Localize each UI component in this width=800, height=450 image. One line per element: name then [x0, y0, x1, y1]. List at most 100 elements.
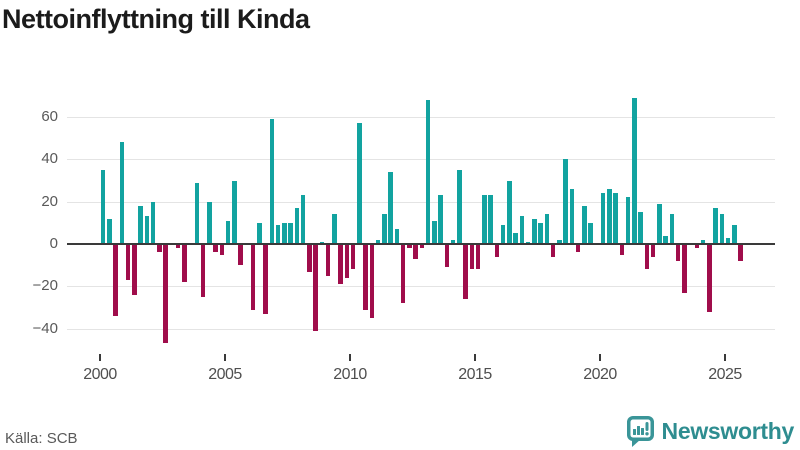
bar	[219, 244, 224, 255]
bar	[225, 220, 231, 244]
bar	[125, 244, 131, 280]
bar	[694, 244, 699, 249]
bar	[563, 159, 568, 244]
bar	[538, 222, 543, 244]
newsworthy-logo: Newsworthy	[626, 414, 794, 448]
bar	[132, 244, 137, 295]
bar	[400, 244, 406, 304]
bar	[288, 222, 293, 244]
y-axis-tick-label: −20	[32, 277, 58, 295]
bar	[394, 229, 399, 244]
bar	[657, 203, 662, 244]
source-label: Källa: SCB	[5, 430, 78, 447]
y-axis-tick-label: 0	[49, 235, 58, 252]
bar	[388, 172, 393, 244]
gridline	[67, 201, 775, 203]
bar	[557, 239, 562, 244]
y-axis-tick-label: −40	[32, 319, 58, 337]
bar	[519, 216, 524, 244]
bar	[582, 205, 587, 244]
bar	[150, 201, 156, 244]
bar	[725, 237, 731, 244]
bar	[313, 244, 318, 331]
zero-axis-line	[67, 243, 775, 245]
bar	[194, 182, 199, 244]
bar	[269, 119, 274, 244]
bar	[613, 193, 618, 244]
bar	[119, 142, 124, 244]
bar	[419, 244, 424, 249]
x-axis-tick	[224, 354, 226, 361]
bar	[663, 235, 668, 244]
y-axis-tick-label: 60	[41, 108, 58, 125]
x-axis-tick-label: 2015	[458, 366, 492, 383]
x-axis-tick-label: 2025	[708, 366, 742, 383]
gridline	[67, 286, 775, 288]
bar	[575, 244, 581, 253]
bar	[113, 244, 118, 316]
bar	[144, 216, 149, 244]
bar	[275, 224, 281, 244]
bar	[338, 244, 343, 285]
bar	[369, 244, 374, 319]
gridline	[67, 159, 775, 161]
newsworthy-wordmark: Newsworthy	[661, 417, 795, 444]
bar	[457, 169, 462, 244]
bar	[532, 218, 537, 244]
bar	[350, 244, 356, 270]
bar	[607, 188, 612, 244]
bar	[375, 239, 381, 244]
x-axis-tick	[99, 354, 101, 361]
gridline	[67, 117, 775, 118]
bar	[319, 241, 324, 244]
bar	[700, 239, 706, 244]
x-axis-tick-label: 2020	[583, 366, 617, 383]
bar	[632, 97, 637, 244]
bar	[713, 208, 718, 244]
bar	[413, 244, 418, 259]
bar	[525, 241, 531, 244]
x-axis-tick-label: 2010	[333, 366, 367, 383]
bar	[494, 244, 499, 257]
bar	[507, 180, 512, 244]
bar	[550, 244, 556, 257]
bar	[475, 244, 481, 270]
bar	[682, 244, 687, 293]
bar	[357, 123, 362, 244]
bar	[600, 193, 606, 244]
bar	[444, 244, 449, 268]
bar	[232, 180, 237, 244]
bar	[407, 244, 412, 249]
bar	[482, 195, 487, 244]
bar	[213, 244, 218, 253]
bar	[469, 244, 474, 270]
bar	[344, 244, 349, 278]
bar	[107, 218, 112, 244]
bar	[463, 244, 468, 300]
bar	[250, 244, 256, 310]
bar	[382, 214, 387, 244]
bar	[263, 244, 268, 314]
bar	[425, 100, 431, 244]
bar	[294, 208, 299, 244]
bar	[669, 214, 674, 244]
bar	[625, 197, 631, 244]
bar	[207, 201, 212, 244]
bar	[438, 195, 443, 244]
bar	[738, 244, 743, 261]
bar	[619, 244, 624, 255]
bar	[638, 212, 643, 244]
gridline	[67, 328, 775, 330]
bar	[432, 220, 437, 244]
bar	[588, 222, 593, 244]
bar	[513, 233, 518, 244]
bar	[363, 244, 368, 310]
bar	[500, 224, 506, 244]
chart-title: Nettoinflyttning till Kinda	[2, 4, 310, 34]
bar	[707, 244, 712, 312]
bar	[450, 239, 456, 244]
bar	[675, 244, 681, 261]
bar	[307, 244, 312, 272]
